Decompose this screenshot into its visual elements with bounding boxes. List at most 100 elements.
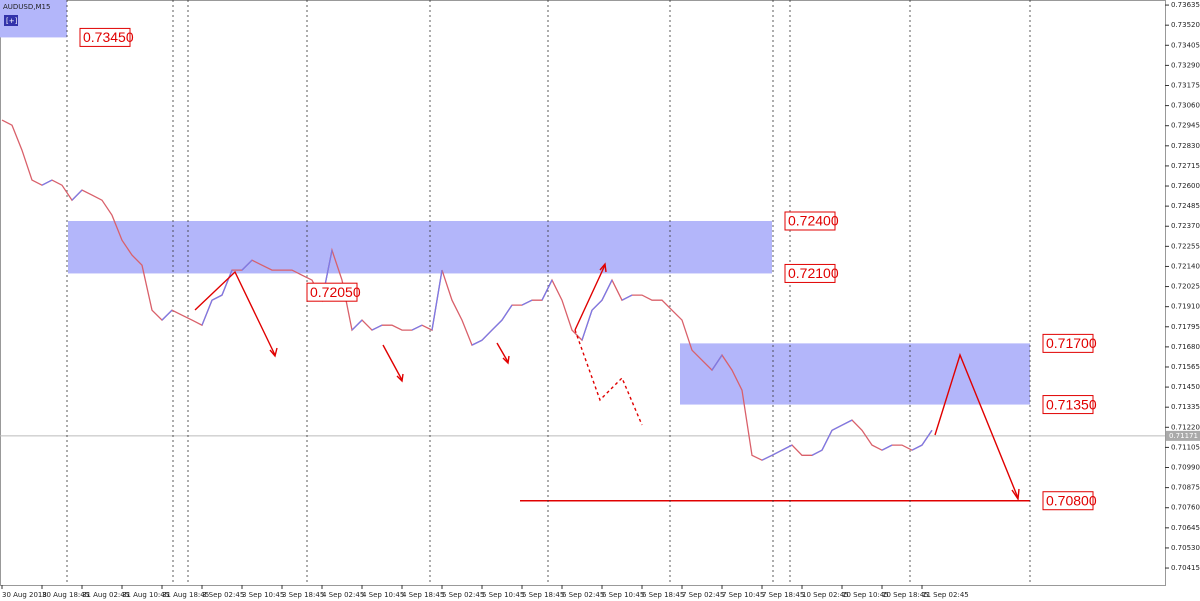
y-tick-label: 0.71450: [1171, 383, 1200, 391]
up-segment: [431, 270, 443, 331]
y-tick-label: 0.71220: [1171, 423, 1200, 431]
up-segment: [581, 309, 593, 341]
up-segment: [881, 444, 893, 451]
up-segment: [481, 329, 493, 341]
annotations: [194, 262, 1020, 502]
y-tick-label: 0.72945: [1171, 122, 1200, 130]
up-segment: [241, 259, 253, 271]
up-segment: [351, 319, 363, 331]
y-tick-label: 0.71680: [1171, 343, 1200, 351]
y-tick-label: 0.70760: [1171, 504, 1200, 512]
up-segment: [921, 429, 933, 446]
up-segment: [601, 279, 613, 301]
up-segment: [491, 319, 503, 331]
y-tick-label: 0.73520: [1171, 21, 1200, 29]
up-segment: [911, 444, 923, 451]
up-segment: [591, 299, 603, 311]
level-label-box: [784, 263, 836, 283]
y-tick-label: 0.73635: [1171, 1, 1200, 9]
level-label: 0.71350: [1046, 396, 1097, 412]
up-segment: [841, 419, 853, 426]
button-box: [4, 15, 18, 26]
y-tick-label: 0.72025: [1171, 283, 1200, 291]
x-tick-label: 11 Sep 02:45: [922, 591, 969, 599]
x-tick-label: 31 Aug 10:45: [122, 591, 169, 599]
level-label-box: [784, 211, 836, 231]
x-tick-label: 3 Sep 18:45: [282, 591, 324, 599]
zone: [680, 343, 1030, 405]
x-tick-label: 4 Sep 02:45: [322, 591, 364, 599]
x-tick-label: 10 Sep 10:45: [842, 591, 889, 599]
level-label: 0.73450: [83, 29, 134, 45]
y-tick-label: 0.73060: [1171, 102, 1200, 110]
symbol-title: AUDUSD,M15: [3, 3, 50, 11]
y-tick-label: 0.72140: [1171, 262, 1200, 270]
up-segment: [211, 294, 223, 301]
up-segment: [811, 449, 823, 456]
level-label: 0.72050: [310, 284, 361, 300]
up-segment: [621, 294, 633, 301]
up-segment: [781, 444, 793, 451]
up-segment: [771, 449, 783, 456]
y-tick-label: 0.72715: [1171, 162, 1200, 170]
up-segment: [71, 189, 83, 201]
x-tick-label: 10 Sep 18:45: [882, 591, 929, 599]
x-tick-label: 7 Sep 10:45: [722, 591, 764, 599]
y-tick-label: 0.73405: [1171, 41, 1200, 49]
up-segment: [501, 304, 513, 321]
level-label-box: [1042, 491, 1094, 511]
x-tick-label: 3 Sep 10:45: [242, 591, 284, 599]
x-tick-label: 5 Sep 18:45: [522, 591, 564, 599]
y-tick-label: 0.70875: [1171, 484, 1200, 492]
x-tick-label: 6 Sep 18:45: [642, 591, 684, 599]
x-tick-label: 5 Sep 02:45: [442, 591, 484, 599]
current-price-box: [1166, 430, 1200, 441]
x-tick-label: 6 Sep 10:45: [602, 591, 644, 599]
level-label: 0.70800: [1046, 492, 1097, 508]
y-tick-label: 0.70990: [1171, 464, 1200, 472]
up-segment: [201, 299, 213, 326]
y-tick-label: 0.73290: [1171, 61, 1200, 69]
y-tick-label: 0.71910: [1171, 303, 1200, 311]
x-tick-label: 5 Sep 10:45: [482, 591, 524, 599]
y-tick-label: 0.72370: [1171, 222, 1200, 230]
x-tick-label: 31 Aug 02:45: [82, 591, 129, 599]
y-tick-label: 0.70415: [1171, 564, 1200, 572]
button[interactable]: [+]: [6, 17, 18, 25]
up-segment: [521, 299, 533, 306]
level-label-box: [1042, 333, 1094, 353]
y-tick-label: 0.70530: [1171, 544, 1200, 552]
y-tick-label: 0.72255: [1171, 242, 1200, 250]
up-segment: [471, 339, 483, 346]
level-label: 0.72100: [788, 265, 839, 281]
y-tick-label: 0.72600: [1171, 182, 1200, 190]
x-tick-label: 4 Sep 10:45: [362, 591, 404, 599]
level-label-box: [79, 27, 131, 47]
up-segment: [821, 429, 833, 451]
y-tick-label: 0.70645: [1171, 524, 1200, 532]
y-tick-label: 0.71795: [1171, 323, 1200, 331]
level-label: 0.72400: [788, 213, 839, 229]
x-tick-label: 30 Aug 18:45: [42, 591, 89, 599]
x-tick-label: 7 Sep 18:45: [762, 591, 804, 599]
y-tick-label: 0.72830: [1171, 142, 1200, 150]
y-tick-label: 0.71335: [1171, 403, 1200, 411]
current-price-label: 0.71171: [1169, 432, 1198, 440]
up-segment: [761, 454, 773, 461]
up-segment: [41, 179, 53, 186]
up-segment: [371, 324, 383, 331]
y-tick-label: 0.72485: [1171, 202, 1200, 210]
up-segment: [541, 279, 553, 301]
x-tick-label: 31 Aug 18:45: [162, 591, 209, 599]
x-tick-label: 4 Sep 18:45: [402, 591, 444, 599]
plot-frame: [0, 0, 1166, 586]
x-tick-label: 3 Sep 02:45: [202, 591, 244, 599]
level-label-box: [306, 282, 358, 302]
up-segment: [221, 269, 233, 296]
up-segment: [161, 309, 173, 321]
up-segment: [831, 424, 843, 431]
level-label-box: [1042, 395, 1094, 415]
up-segment: [411, 324, 423, 331]
level-label: 0.71700: [1046, 335, 1097, 351]
